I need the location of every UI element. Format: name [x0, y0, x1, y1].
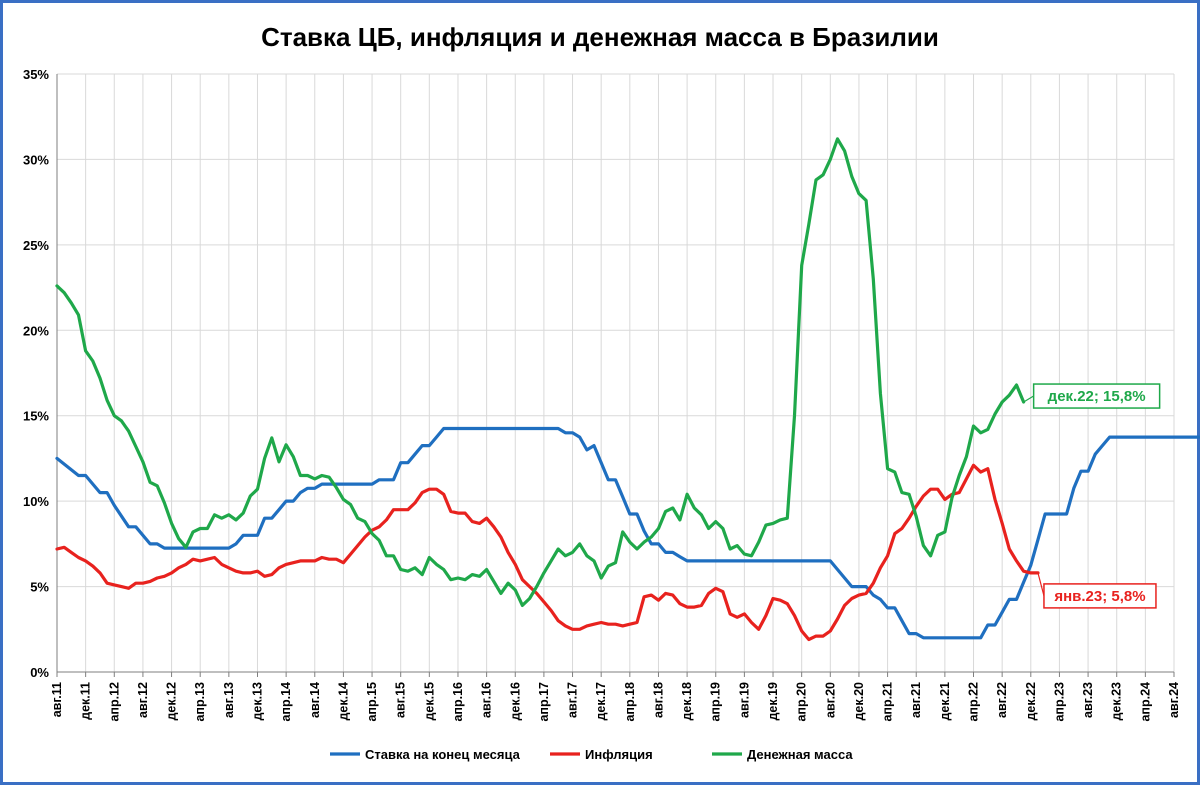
series-line-2: [55, 137, 1026, 607]
x-tick-label: авг.14: [308, 682, 322, 718]
callout-0: дек.22; 15,8%: [1023, 383, 1161, 409]
legend-label-1: Инфляция: [585, 747, 653, 762]
y-tick-label: 20%: [23, 323, 49, 338]
x-tick-label: апр.14: [279, 682, 293, 722]
x-tick-label: апр.13: [193, 682, 207, 722]
x-tick-label: апр.21: [881, 682, 895, 722]
x-tick-label: апр.18: [623, 682, 637, 722]
x-tick-label: дек.21: [938, 682, 952, 721]
x-tick-label: авг.18: [651, 682, 665, 718]
x-tick-label: дек.23: [1110, 682, 1124, 721]
series-line-0: [55, 426, 1200, 640]
callout-label: янв.23; 5,8%: [1054, 588, 1145, 605]
callout-leader: [1023, 395, 1034, 403]
x-tick-label: дек.18: [680, 682, 694, 721]
legend-label-2: Денежная масса: [747, 747, 853, 762]
x-tick-label: дек.11: [79, 682, 93, 720]
x-tick-label: авг.17: [566, 682, 580, 718]
x-tick-label: апр.24: [1138, 682, 1152, 722]
x-tick-label: авг.15: [394, 682, 408, 718]
x-tick-label: апр.15: [365, 682, 379, 722]
y-tick-label: 0%: [30, 665, 49, 680]
x-tick-label: апр.12: [107, 682, 121, 722]
chart-title: Ставка ЦБ, инфляция и денежная масса в Б…: [261, 22, 939, 52]
x-tick-label: авг.23: [1081, 682, 1095, 718]
callout-label: дек.22; 15,8%: [1048, 388, 1146, 405]
x-tick-label: апр.22: [967, 682, 981, 722]
callout-2: янв.23; 5,8%: [1037, 572, 1157, 609]
axis-layer: 0% 5% 10% 15% 20% 25% 30% 35% авг.11 дек.11 апр.12…: [23, 67, 1181, 722]
x-tick-label: апр.16: [451, 682, 465, 722]
grid-layer: [56, 73, 1175, 673]
y-tick-label: 10%: [23, 494, 49, 509]
x-tick-label: дек.14: [336, 682, 350, 721]
x-tick-label: апр.19: [709, 682, 723, 722]
x-tick-label: авг.24: [1167, 682, 1181, 718]
callout-box: [1043, 583, 1157, 609]
x-tick-label: авг.13: [222, 682, 236, 718]
y-tick-label: 30%: [23, 152, 49, 167]
x-tick-label: дек.13: [250, 682, 264, 721]
x-tick-label: дек.15: [422, 682, 436, 721]
x-tick-label: апр.20: [795, 682, 809, 722]
callout-leader: [1037, 572, 1045, 597]
x-tick-label: авг.22: [995, 682, 1009, 718]
x-tick-label: авг.16: [480, 682, 494, 718]
series-line-1: [55, 463, 1040, 642]
y-tick-label: 25%: [23, 238, 49, 253]
y-tick-label: 5%: [30, 580, 49, 595]
series-layer: [55, 137, 1200, 642]
x-tick-label: апр.17: [537, 682, 551, 722]
x-tick-label: авг.12: [136, 682, 150, 718]
callout-layer: дек.22; 15,8%фев.23; 13,75%янв.23; 5,8%: [1023, 383, 1161, 609]
x-tick-label: апр.23: [1052, 682, 1066, 722]
y-tick-label: 35%: [23, 67, 49, 82]
x-tick-label: авг.11: [50, 682, 64, 717]
x-tick-label: авг.21: [909, 682, 923, 718]
legend-label-0: Ставка на конец месяца: [365, 747, 521, 762]
x-tick-label: дек.12: [165, 682, 179, 721]
callout-box: [1032, 383, 1161, 409]
x-tick-label: дек.17: [594, 682, 608, 721]
x-tick-label: дек.20: [852, 682, 866, 721]
legend: Ставка на конец месяца Инфляция Денежная м…: [330, 747, 853, 762]
x-tick-label: дек.16: [508, 682, 522, 721]
y-tick-label: 15%: [23, 409, 49, 424]
x-tick-label: авг.20: [823, 682, 837, 718]
x-tick-label: авг.19: [737, 682, 751, 718]
x-tick-label: дек.22: [1024, 682, 1038, 721]
x-tick-label: дек.19: [766, 682, 780, 721]
